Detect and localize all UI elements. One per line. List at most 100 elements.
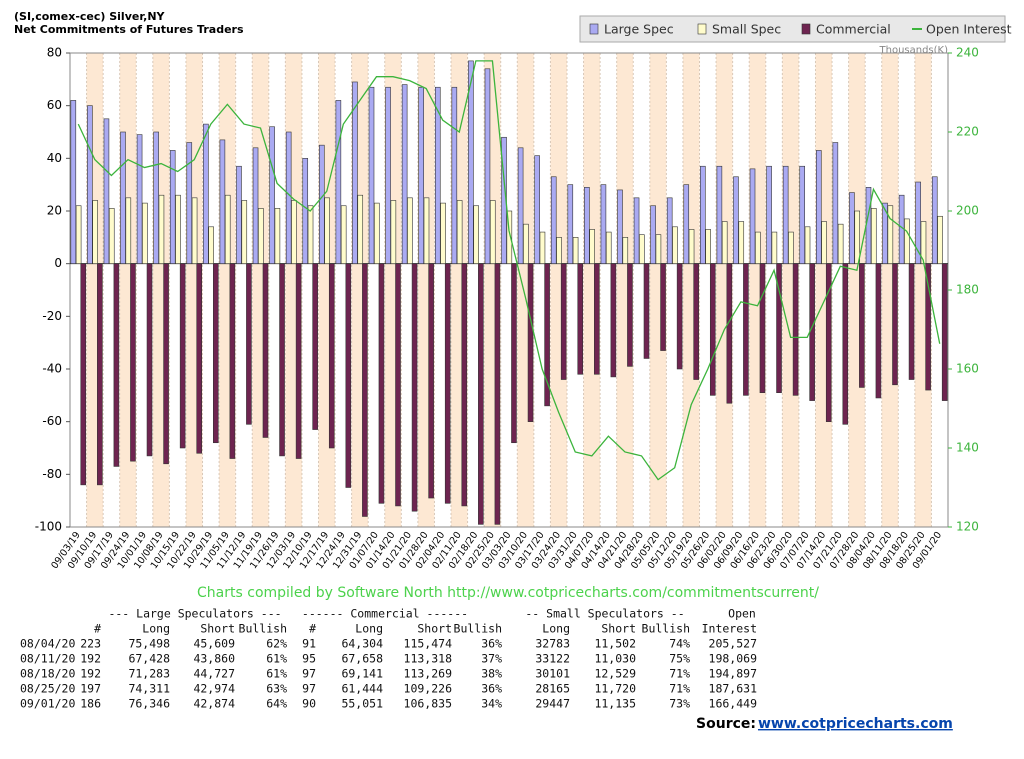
source-label: Source:	[696, 716, 756, 732]
bar	[340, 205, 347, 264]
bar	[733, 176, 739, 264]
table-cell: 197	[80, 682, 101, 696]
bar	[726, 263, 733, 404]
bar	[892, 263, 898, 386]
y-tick-label: -20	[42, 309, 62, 323]
bar	[125, 197, 132, 264]
bar	[295, 263, 302, 459]
bar	[527, 263, 534, 422]
bar	[328, 263, 335, 449]
bar	[799, 165, 806, 264]
table-column-header: Interest	[702, 622, 757, 636]
table-cell: 71%	[669, 682, 690, 696]
table-cell: 69,141	[341, 667, 383, 681]
bar	[633, 197, 640, 264]
bar	[550, 176, 557, 264]
bar	[87, 105, 93, 264]
table-column-header: #	[94, 622, 101, 636]
table-cell: 36%	[481, 637, 502, 651]
bar	[146, 263, 153, 457]
bar	[158, 194, 165, 264]
source-link[interactable]: www.cotpricecharts.com	[758, 716, 953, 732]
table-cell: 11,720	[594, 682, 636, 696]
table-cell: 30101	[535, 667, 570, 681]
bar	[683, 184, 690, 264]
bar	[676, 263, 683, 370]
table-cell: 97	[302, 667, 316, 681]
bar	[842, 263, 849, 425]
legend-box	[579, 15, 1006, 43]
bar	[849, 192, 855, 264]
bar	[749, 168, 756, 264]
bar	[423, 197, 430, 264]
column-stripe	[931, 53, 948, 527]
bar	[804, 226, 811, 264]
bar	[103, 118, 110, 264]
bar	[639, 234, 645, 264]
bar	[269, 126, 275, 264]
legend-label: Small Spec	[712, 22, 781, 37]
y2-tick-label: 180	[956, 283, 979, 297]
bar	[75, 205, 82, 264]
bar	[815, 150, 822, 264]
bar	[163, 263, 169, 465]
bar	[407, 197, 413, 264]
table-cell: 73%	[669, 697, 690, 711]
bar	[374, 202, 380, 264]
credit: Charts compiled by Software North http:/…	[197, 585, 819, 601]
bar	[821, 221, 827, 264]
bar	[285, 131, 292, 264]
bar	[771, 231, 778, 264]
table-cell: 166,449	[709, 697, 758, 711]
legend-swatch	[697, 23, 707, 35]
y-tick-label: 0	[54, 256, 62, 270]
bar	[832, 142, 839, 264]
bar	[274, 208, 281, 264]
bar	[523, 223, 529, 264]
table-cell: 71%	[669, 667, 690, 681]
bar	[693, 263, 699, 380]
table-cell: 61,444	[341, 682, 383, 696]
bar	[229, 263, 236, 459]
bar	[428, 263, 434, 499]
legend-swatch	[589, 23, 599, 35]
bar	[759, 263, 766, 393]
table-cell: 63%	[266, 682, 287, 696]
bar	[655, 234, 662, 264]
bar	[875, 263, 882, 399]
table-group-header: ------ Commercial ------	[302, 607, 468, 621]
table-group-header: Open	[728, 607, 756, 621]
legend-label: Large Spec	[604, 22, 674, 37]
bar	[506, 210, 513, 264]
bar	[908, 263, 915, 380]
bar	[560, 263, 567, 380]
bar	[179, 263, 186, 449]
table-cell: 44,727	[193, 667, 235, 681]
table-column-header: Long	[142, 622, 170, 636]
column-stripe	[550, 53, 567, 527]
bar	[705, 229, 711, 264]
table-column-header: Short	[601, 622, 636, 636]
table-cell: 115,474	[404, 637, 453, 651]
bar	[610, 263, 617, 378]
bar	[925, 263, 931, 391]
bar	[788, 231, 794, 264]
bar	[825, 263, 832, 422]
column-stripe	[566, 53, 584, 527]
y2-tick-label: 160	[956, 362, 979, 376]
table-column-header: Bullish	[239, 622, 287, 636]
table-cell: 32783	[535, 637, 570, 651]
bar	[352, 81, 358, 264]
bar	[258, 208, 264, 264]
bar	[97, 263, 103, 486]
bar	[766, 165, 772, 264]
bar	[80, 263, 87, 486]
bar	[567, 184, 574, 264]
bar	[915, 181, 921, 264]
table-cell: 42,874	[193, 697, 235, 711]
bar	[643, 263, 650, 359]
bar	[418, 86, 424, 264]
bar	[108, 208, 115, 264]
column-stripe	[732, 53, 750, 527]
table-column-header: Short	[200, 622, 235, 636]
